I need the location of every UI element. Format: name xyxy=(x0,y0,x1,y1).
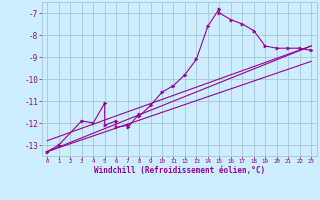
X-axis label: Windchill (Refroidissement éolien,°C): Windchill (Refroidissement éolien,°C) xyxy=(94,166,265,175)
